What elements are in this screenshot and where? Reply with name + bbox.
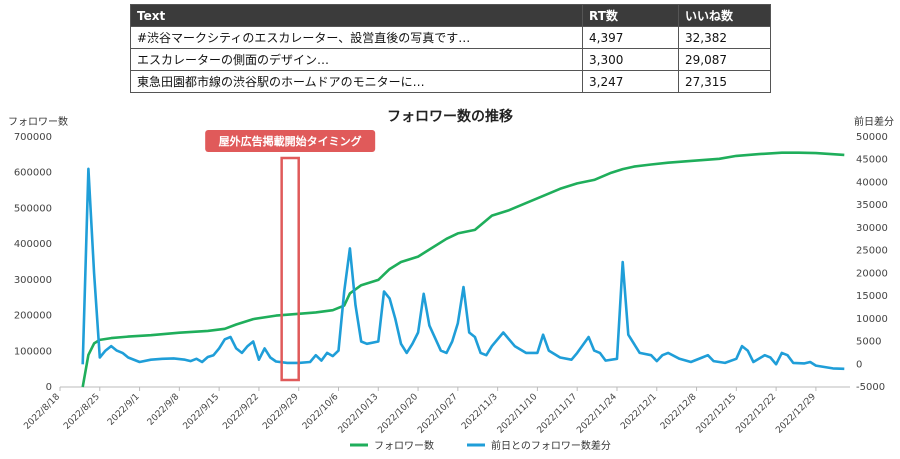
chart-title: フォロワー数の推移 [387,108,513,125]
y-tick-label: 0 [46,382,52,393]
like-count-cell: 32,382 [678,26,771,49]
x-tick-label: 2022/9/29 [261,392,301,432]
x-tick-label: 2022/12/22 [734,392,778,436]
y2-tick-label: 10000 [856,314,888,325]
tweet-text-cell: 東急田園都市線の渋谷駅のホームドアのモニターに… [130,70,583,93]
y-tick-label: 200000 [14,311,52,322]
x-tick-label: 2022/10/27 [416,392,460,436]
y2-tick-label: 15000 [856,291,888,302]
x-tick-label: 2022/12/29 [774,392,818,436]
x-tick-label: 2022/11/24 [575,392,619,436]
x-tick-label: 2022/8/25 [62,392,102,432]
header-rt: RT数 [582,4,679,27]
y2-tick-label: 25000 [856,246,888,257]
followers-line [81,151,845,388]
x-tick-label: 2022/12/8 [659,392,699,432]
y-tick-label: 700000 [14,132,52,143]
legend-label: 前日とのフォロワー数差分 [491,439,611,452]
x-tick-label: 2022/8/18 [22,392,62,432]
y2-axis-label: 前日差分 [854,115,894,128]
x-tick-label: 2022/10/6 [301,392,341,432]
y2-tick-label: 5000 [856,337,881,348]
daily-diff-line [81,167,845,371]
x-tick-label: 2022/10/13 [337,392,381,436]
table-header-row: Text RT数 いいね数 [130,4,771,27]
campaign-highlight-box [280,156,300,382]
top-tweets-table: Text RT数 いいね数 #渋谷マークシティのエスカレーター、設営直後の写真で… [130,4,771,93]
header-text: Text [130,4,583,27]
x-tick-label: 2022/11/17 [536,392,580,436]
legend-label: フォロワー数 [374,439,434,452]
x-tick-label: 2022/11/10 [496,392,540,436]
y2-tick-label: 30000 [856,223,888,234]
y-tick-label: 300000 [14,275,52,286]
x-tick-label: 2022/9/22 [221,392,261,432]
y2-tick-label: -5000 [856,382,885,393]
like-count-cell: 29,087 [678,48,771,71]
x-tick-label: 2022/11/3 [460,392,500,432]
x-tick-label: 2022/10/20 [376,392,420,436]
y2-tick-label: 20000 [856,268,888,279]
y-axis-label: フォロワー数 [8,115,68,128]
x-tick-label: 2022/12/1 [619,392,659,432]
x-tick-label: 2022/9/8 [146,392,182,428]
table-row: 東急田園都市線の渋谷駅のホームドアのモニターに… 3,247 27,315 [130,70,771,93]
header-likes: いいね数 [678,4,771,27]
x-tick-label: 2022/9/15 [182,392,222,432]
y-tick-label: 100000 [14,346,52,357]
annotation-label-box [205,130,376,152]
y-tick-label: 500000 [14,203,52,214]
rt-count-cell: 3,247 [582,70,679,93]
y2-tick-label: 35000 [856,200,888,211]
annotation-label: 屋外広告掲載開始タイミング [219,134,362,148]
x-tick-label: 2022/12/15 [695,392,739,436]
y-tick-label: 400000 [14,239,52,250]
y2-tick-label: 0 [856,359,862,370]
y2-tick-label: 40000 [856,177,888,188]
y2-tick-label: 50000 [856,132,888,143]
y2-tick-label: 45000 [856,155,888,166]
rt-count-cell: 3,300 [582,48,679,71]
like-count-cell: 27,315 [678,70,771,93]
y-tick-label: 600000 [14,168,52,179]
x-tick-label: 2022/9/1 [106,392,142,428]
